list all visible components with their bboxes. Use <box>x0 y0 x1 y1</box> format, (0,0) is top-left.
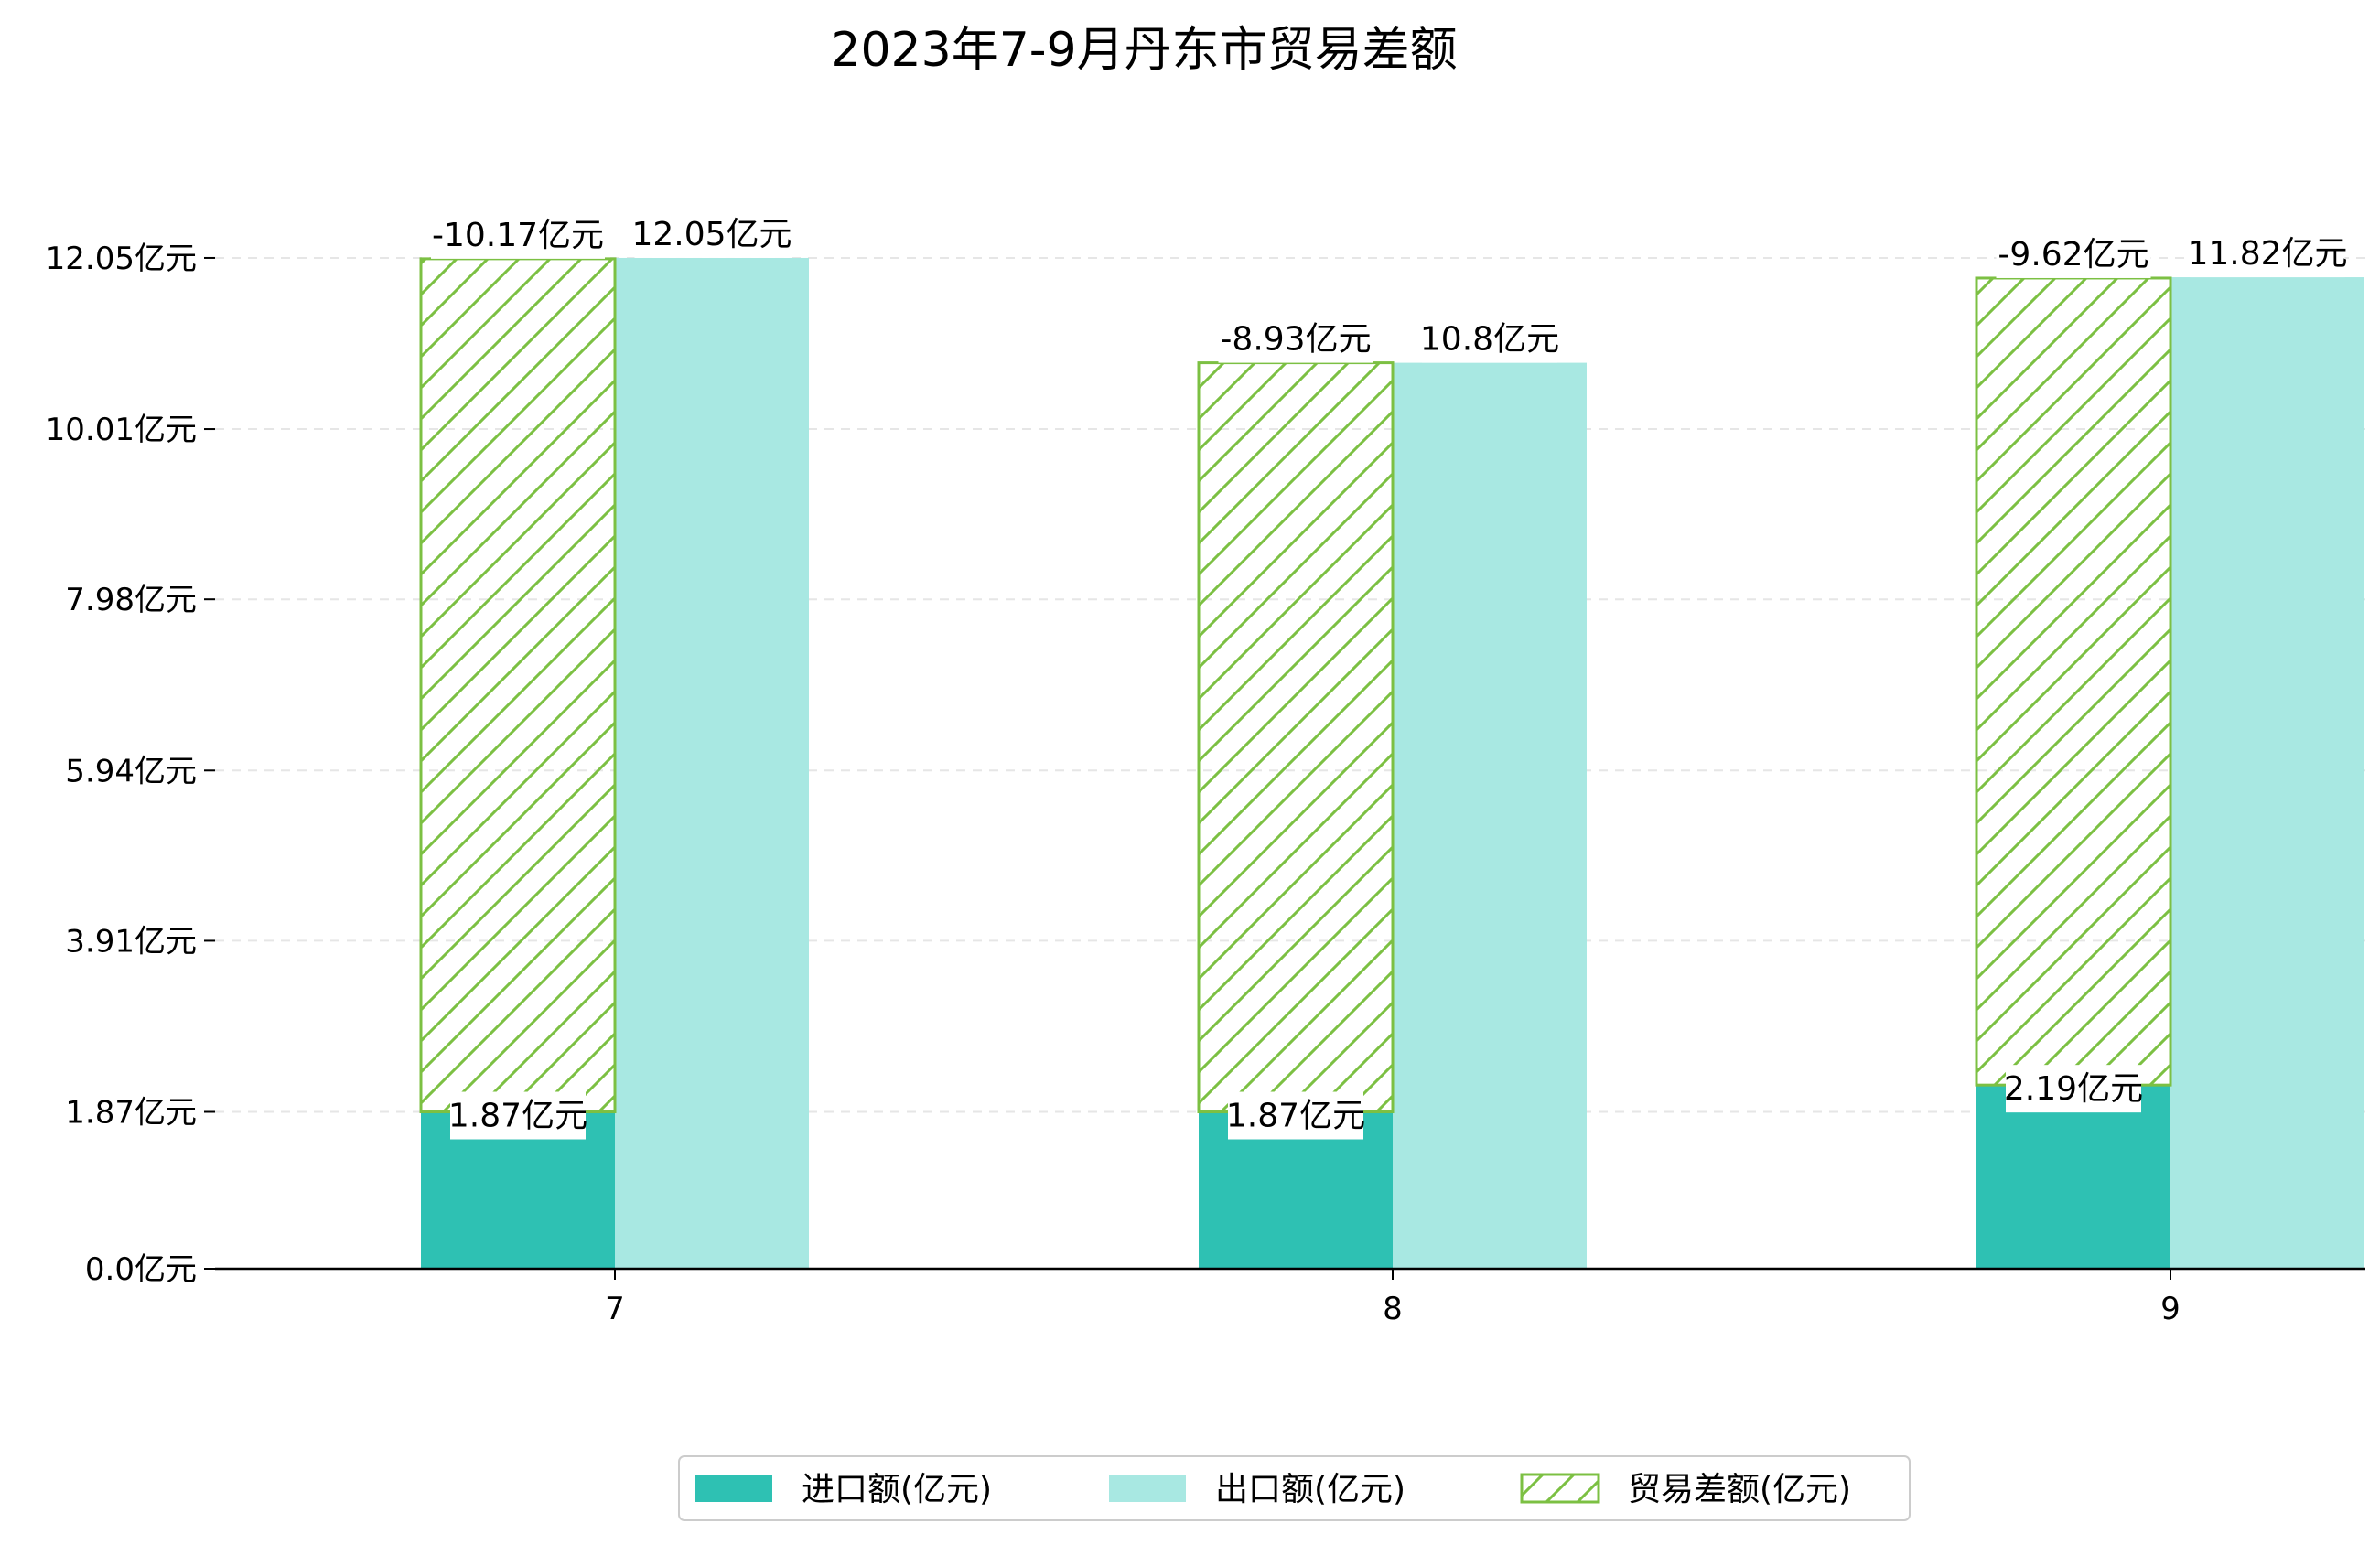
import-label: 2.19亿元 <box>2004 1070 2143 1108</box>
export-label: 11.82亿元 <box>2187 235 2347 273</box>
balance-label: -10.17亿元 <box>432 217 604 254</box>
export-label-bg <box>1422 315 1557 363</box>
chart-title: 2023年7-9月丹东市贸易差额 <box>830 23 1457 78</box>
y-tick-label: 5.94亿元 <box>65 753 197 789</box>
x-tick-label: 8 <box>1383 1291 1403 1327</box>
import-label-bg <box>1228 1091 1363 1140</box>
y-tick-label: 1.87亿元 <box>65 1095 197 1132</box>
legend: 进口额(亿元) 出口额(亿元) 贸易差额(亿元) <box>678 1455 1911 1521</box>
legend-swatch <box>695 1475 772 1502</box>
import-label: 1.87亿元 <box>448 1098 587 1135</box>
balance-label: -9.62亿元 <box>1998 236 2148 274</box>
balance-label-bg <box>1218 315 1373 363</box>
import-label-bg <box>450 1091 586 1140</box>
balance-bar <box>1975 276 2172 1087</box>
import-bar <box>1976 1085 2170 1269</box>
export-bar <box>1393 362 1587 1269</box>
legend-label: 进口额(亿元) <box>802 1471 992 1508</box>
y-tick-label: 12.05亿元 <box>46 241 197 277</box>
export-label: 10.8亿元 <box>1420 321 1559 359</box>
bars <box>419 257 2364 1270</box>
data-labels: 1.87亿元 12.05亿元 -10.17亿元 1.87亿元 10.8亿元 -8.93亿元… <box>431 209 2348 1140</box>
y-tick-label: 3.91亿元 <box>65 923 197 960</box>
import-label: 1.87亿元 <box>1226 1098 1365 1135</box>
export-bar <box>2170 277 2364 1269</box>
balance-bar <box>1197 361 1395 1114</box>
x-tick-label: 7 <box>605 1291 625 1327</box>
export-label: 12.05亿元 <box>631 216 792 253</box>
y-tick-label: 10.01亿元 <box>46 412 197 448</box>
export-label-bg <box>634 209 790 258</box>
import-label-bg <box>2006 1065 2141 1113</box>
balance-label-bg <box>431 210 605 259</box>
legend-label: 出口额(亿元) <box>1215 1471 1405 1508</box>
balance-bar <box>419 257 617 1114</box>
legend-swatch <box>1109 1475 1186 1502</box>
x-tick-label: 9 <box>2160 1291 2181 1327</box>
balance-label: -8.93亿元 <box>1220 321 1371 359</box>
legend-swatch <box>1520 1473 1600 1504</box>
legend-label: 贸易差额(亿元) <box>1628 1471 1851 1508</box>
export-bar <box>615 257 809 1270</box>
y-tick-label: 7.98亿元 <box>65 582 197 618</box>
export-label-bg <box>2190 230 2345 278</box>
balance-label-bg <box>1996 230 2151 278</box>
y-tick-label: 0.0亿元 <box>85 1251 197 1288</box>
axes: 0.0亿元 1.87亿元 3.91亿元 5.94亿元 7.98亿元 10.01亿元 12.0… <box>46 241 2365 1327</box>
legend-box <box>678 1455 1911 1521</box>
